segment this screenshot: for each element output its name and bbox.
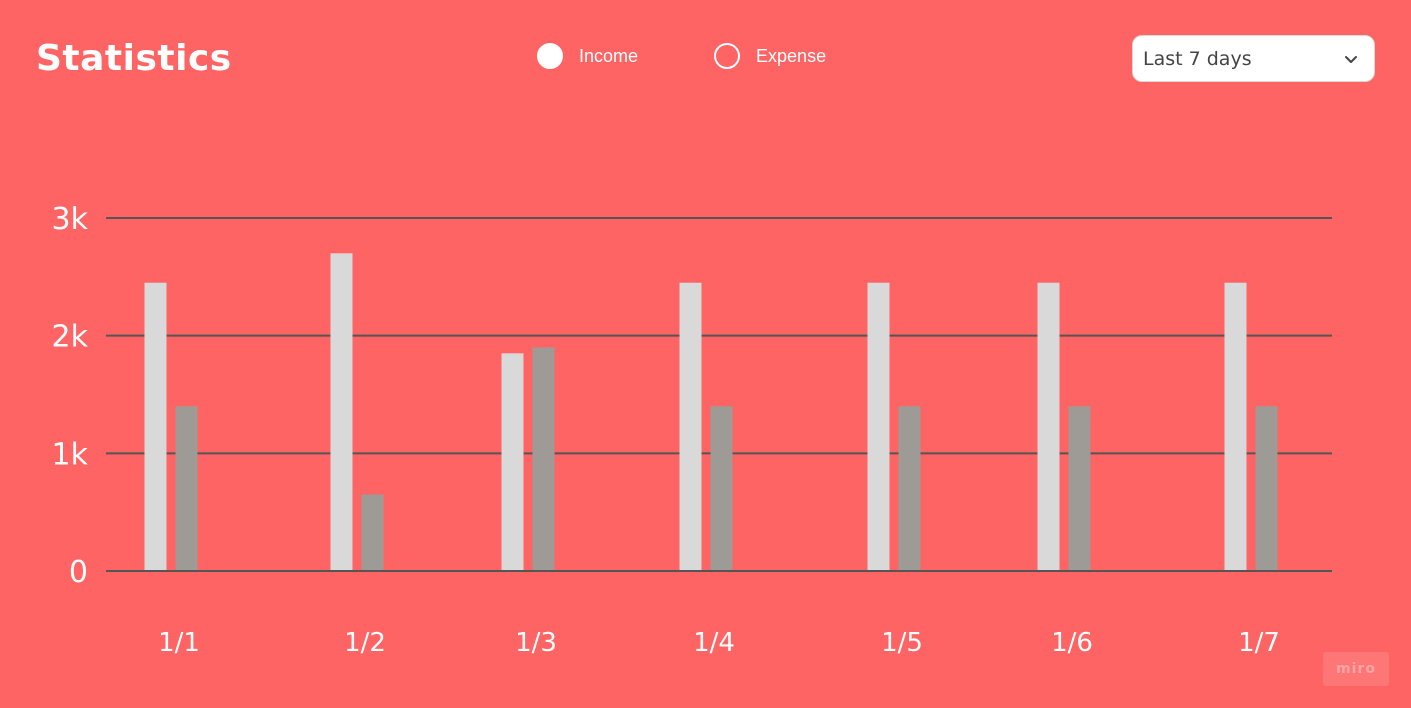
x-tick-label: 1/4 [693, 628, 735, 658]
x-tick-label: 1/3 [515, 628, 557, 658]
chart-legend: Income Expense [537, 43, 826, 69]
y-tick-label: 0 [69, 555, 88, 590]
y-tick-label: 2k [52, 320, 89, 355]
bar-expense-5 [898, 406, 921, 571]
legend-expense-label: Expense [756, 45, 827, 66]
bar-expense-6 [1068, 406, 1091, 571]
y-tick-label: 1k [52, 437, 89, 472]
bar-expense-3 [532, 347, 555, 571]
miro-watermark: miro [1323, 652, 1389, 686]
bar-income-1 [144, 282, 167, 571]
legend-expense[interactable]: Expense [714, 43, 826, 69]
date-range-value: Last 7 days [1143, 47, 1252, 70]
x-tick-label: 1/6 [1051, 628, 1093, 658]
x-tick-label: 1/5 [881, 628, 923, 658]
bar-income-4 [679, 282, 702, 571]
x-tick-label: 1/7 [1238, 628, 1280, 658]
legend-income-label: Income [579, 45, 639, 66]
bar-expense-4 [710, 406, 733, 571]
chevron-down-icon [1345, 55, 1357, 63]
income-radio-icon[interactable] [537, 43, 563, 69]
bar-expense-2 [361, 494, 384, 571]
bar-income-7 [1224, 282, 1247, 571]
y-tick-label: 3k [52, 202, 89, 237]
legend-income[interactable]: Income [537, 43, 638, 69]
bar-income-3 [501, 353, 524, 571]
bar-expense-1 [175, 406, 198, 571]
bar-income-2 [330, 253, 353, 572]
bar-income-6 [1037, 282, 1060, 571]
expense-radio-icon[interactable] [714, 43, 741, 69]
date-range-select[interactable]: Last 7 days [1132, 35, 1375, 82]
bar-expense-7 [1255, 406, 1278, 571]
page-title: Statistics [36, 38, 232, 79]
bar-income-5 [867, 282, 890, 571]
x-tick-label: 1/1 [158, 628, 200, 658]
x-tick-label: 1/2 [344, 628, 386, 658]
